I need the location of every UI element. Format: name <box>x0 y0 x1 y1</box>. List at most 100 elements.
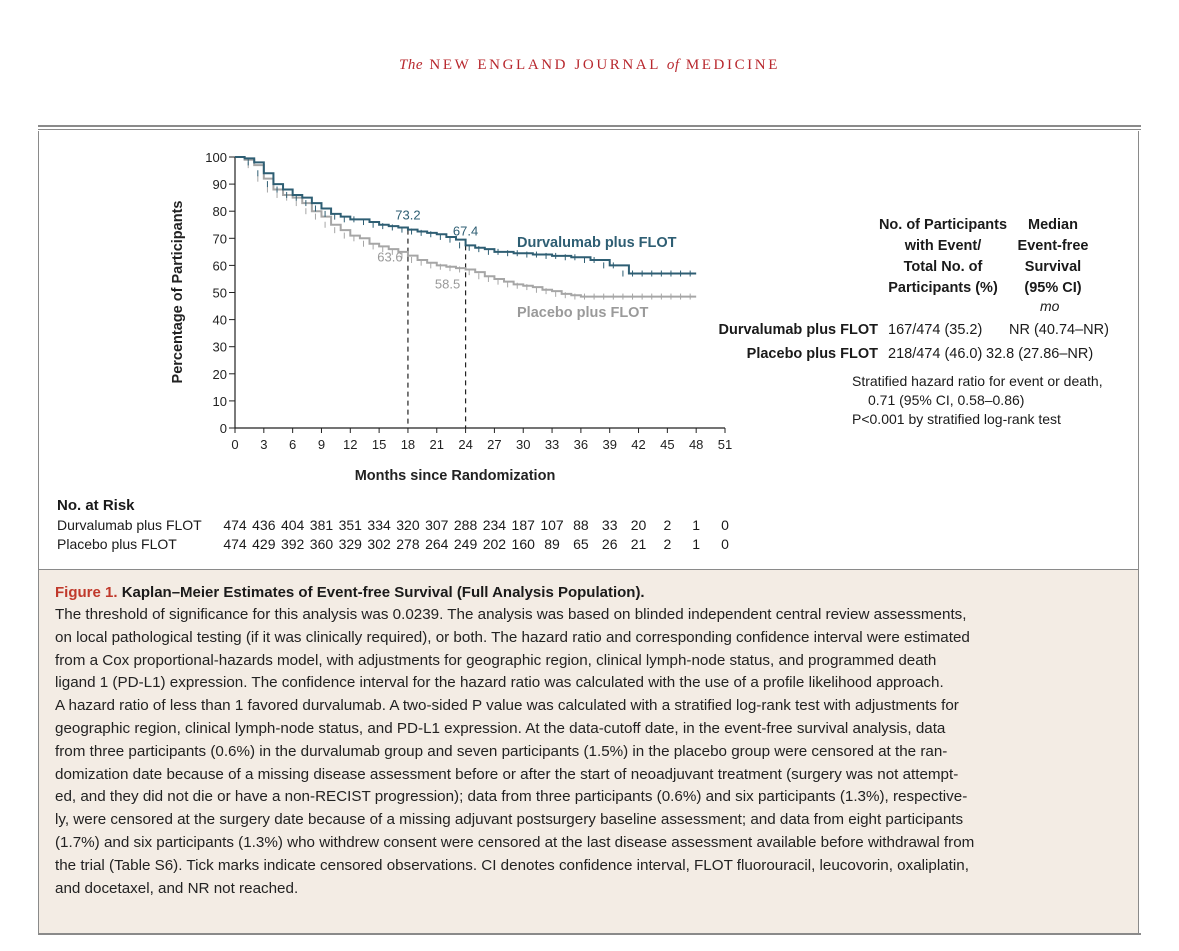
caption-line: and docetaxel, and NR not reached. <box>55 879 299 897</box>
risk-row-label: Placebo plus FLOT <box>57 536 177 552</box>
legend-hdr2-line: (95% CI) <box>1024 280 1082 296</box>
x-tick-label: 45 <box>660 437 674 452</box>
figure-caption: Figure 1. Kaplan–Meier Estimates of Even… <box>39 569 1138 933</box>
risk-value: 264 <box>425 536 449 552</box>
value-annotation: 58.5 <box>435 276 460 291</box>
risk-value: 26 <box>601 536 618 552</box>
legend-row-median: 32.8 (27.86–NR) <box>986 346 1094 362</box>
risk-value: 474 <box>223 517 247 533</box>
legend-hdr2-line: Median <box>1028 217 1078 233</box>
risk-row-label: Durvalumab plus FLOT <box>57 517 202 533</box>
y-tick-label: 20 <box>213 367 227 382</box>
caption-figure-number: Figure 1. <box>55 584 118 601</box>
risk-value: 381 <box>309 517 334 533</box>
risk-value: 249 <box>453 536 478 552</box>
top-rule <box>38 125 1141 127</box>
value-annotation: 67.4 <box>453 223 478 238</box>
legend-hdr2-line: Event-free <box>1017 238 1089 254</box>
risk-value: 1 <box>692 517 701 533</box>
legend-header-events: No. of Participants with Event/ Total No… <box>868 215 1018 299</box>
series-line-durvalumab <box>235 156 697 275</box>
x-tick-label: 48 <box>689 437 703 452</box>
stats-line: P<0.001 by stratified log-rank test <box>852 411 1061 427</box>
risk-value: 360 <box>309 536 334 552</box>
x-tick-label: 24 <box>458 437 472 452</box>
value-annotation: 73.2 <box>395 208 420 223</box>
risk-value: 20 <box>630 517 647 533</box>
x-tick-label: 21 <box>430 437 444 452</box>
legend-unit: mo <box>1040 298 1060 314</box>
curve-label-durvalumab: Durvalumab plus FLOT <box>517 235 677 251</box>
y-tick-label: 50 <box>213 286 227 301</box>
stats-line: Stratified hazard ratio for event or dea… <box>852 373 1103 389</box>
risk-value: 302 <box>367 536 391 552</box>
risk-value: 307 <box>425 517 449 533</box>
x-tick-label: 51 <box>718 437 732 452</box>
risk-value: 392 <box>280 536 305 552</box>
x-axis-label: Months since Randomization <box>355 468 556 484</box>
figure-frame <box>38 131 1139 933</box>
legend-row-events: 218/474 (46.0) <box>888 346 983 362</box>
legend-row-name: Placebo plus FLOT <box>746 346 878 362</box>
x-tick-label: 39 <box>602 437 616 452</box>
risk-value: 429 <box>252 536 276 552</box>
risk-value: 89 <box>544 536 560 552</box>
caption-line: on local pathological testing (if it was… <box>55 628 970 646</box>
legend-hdr1-line: No. of Participants <box>878 217 1008 233</box>
x-tick-label: 15 <box>372 437 386 452</box>
caption-title: Figure 1. Kaplan–Meier Estimates of Even… <box>55 582 1122 604</box>
risk-value: 160 <box>511 536 535 552</box>
caption-line: (1.7%) and six participants (1.3%) who w… <box>55 833 975 851</box>
y-tick-label: 60 <box>213 258 227 273</box>
masthead-of: of <box>666 57 680 73</box>
caption-line: the trial (Table S6). Tick marks indicat… <box>55 856 969 874</box>
risk-value: 65 <box>573 536 589 552</box>
risk-value: 436 <box>252 517 276 533</box>
y-tick-label: 100 <box>205 150 227 165</box>
legend-hdr1-line: with Event/ <box>904 238 982 254</box>
x-tick-label: 30 <box>516 437 530 452</box>
y-tick-label: 10 <box>213 394 227 409</box>
risk-value: 320 <box>396 517 420 533</box>
series-line-placebo <box>235 156 697 298</box>
stats-line: 0.71 (95% CI, 0.58–0.86) <box>868 392 1025 408</box>
y-tick-label: 80 <box>213 204 227 219</box>
x-tick-label: 6 <box>289 437 296 452</box>
caption-line: ly, were censored at the surgery date be… <box>55 811 964 829</box>
journal-masthead: The NEW ENGLAND JOURNAL of MEDICINE <box>0 57 1179 74</box>
y-tick-label: 40 <box>213 313 227 328</box>
stats-block: Stratified hazard ratio for event or dea… <box>852 372 1103 429</box>
y-tick-label: 0 <box>220 421 227 436</box>
risk-value: 33 <box>601 517 618 533</box>
x-tick-label: 33 <box>545 437 559 452</box>
x-tick-label: 0 <box>231 437 238 452</box>
risk-value: 0 <box>721 536 729 552</box>
top-rule-thin <box>38 129 1141 130</box>
risk-table-title: No. at Risk <box>57 497 135 514</box>
risk-value: 334 <box>367 517 391 533</box>
y-tick-label: 30 <box>213 340 227 355</box>
masthead-the: The <box>399 57 424 73</box>
caption-line: geographic region, clinical lymph-node s… <box>55 719 946 737</box>
curve-label-placebo: Placebo plus FLOT <box>517 305 648 321</box>
x-tick-label: 3 <box>260 437 267 452</box>
y-axis-label: Percentage of Participants <box>170 201 186 384</box>
masthead-name1: NEW ENGLAND JOURNAL <box>429 57 661 73</box>
caption-line: from three participants (0.6%) in the du… <box>55 742 948 760</box>
risk-value: 1 <box>692 536 701 552</box>
x-tick-label: 18 <box>401 437 415 452</box>
legend-hdr1-line: Total No. of <box>903 259 983 275</box>
legend-hdr2-line: Survival <box>1024 259 1082 275</box>
caption-line: ligand 1 (PD-L1) expression. The confide… <box>55 674 944 692</box>
x-tick-label: 36 <box>574 437 588 452</box>
risk-value: 202 <box>482 536 507 552</box>
caption-body: The threshold of significance for this a… <box>55 604 1122 900</box>
risk-value: 351 <box>338 517 362 533</box>
risk-value: 187 <box>511 517 535 533</box>
legend-row-median: NR (40.74–NR) <box>1009 322 1109 338</box>
risk-value: 234 <box>482 517 507 533</box>
caption-line: A hazard ratio of less than 1 favored du… <box>55 697 959 715</box>
y-tick-label: 90 <box>213 177 227 192</box>
risk-value: 474 <box>223 536 247 552</box>
